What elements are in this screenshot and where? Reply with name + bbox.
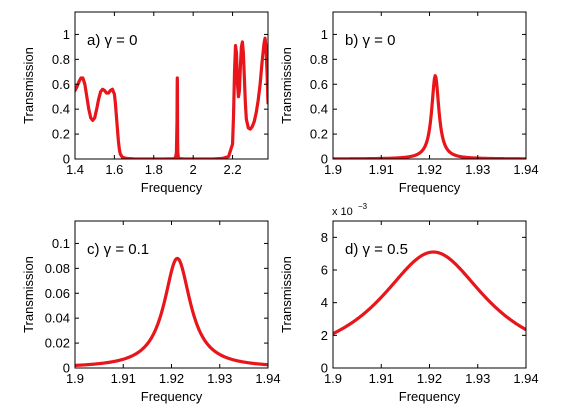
y-tick-label: 0.06 bbox=[45, 286, 70, 301]
panel-label: c) γ = 0.1 bbox=[87, 241, 149, 258]
x-tick-label: 1.91 bbox=[369, 162, 394, 177]
axes-frame bbox=[74, 11, 269, 160]
y-tick-label: 0.2 bbox=[310, 127, 328, 142]
exponent-label: x 10 bbox=[332, 206, 353, 218]
y-tick-label: 0.2 bbox=[52, 127, 70, 142]
x-tick-label: 2 bbox=[190, 162, 197, 177]
y-tick-label: 8 bbox=[321, 230, 328, 245]
x-axis-label: Frequency bbox=[141, 180, 203, 195]
y-tick-label: 0.4 bbox=[52, 102, 70, 117]
panel-label: d) γ = 0.5 bbox=[345, 241, 408, 258]
y-tick-label: 0 bbox=[63, 361, 70, 376]
x-tick-label: 1.94 bbox=[255, 371, 280, 386]
panel-label: b) γ = 0 bbox=[345, 32, 395, 49]
transmission-curve bbox=[75, 256, 268, 368]
y-tick-label: 0.02 bbox=[45, 336, 70, 351]
y-tick-label: 0.08 bbox=[45, 261, 70, 276]
transmission-curve bbox=[75, 36, 268, 159]
panel-c: 1.9 1.91 1.92 1.93 1.94 0 0.02 0.04 0.06 0.08 0.1 F… bbox=[21, 220, 281, 404]
x-tick-label: 1.94 bbox=[513, 162, 538, 177]
panel-label: a) γ = 0 bbox=[87, 32, 137, 49]
x-tick-label: 1.9 bbox=[66, 371, 84, 386]
x-tick-label: 1.92 bbox=[417, 371, 442, 386]
x-tick-label: 2.2 bbox=[224, 162, 242, 177]
panel-a: 1.4 1.6 1.8 2 2.2 0 0.2 0.4 0.6 0.8 1 Frequency Tran… bbox=[21, 11, 269, 195]
panel-b: 1.9 1.91 1.92 1.93 1.94 0 0.2 0.4 0.6 0.8 1 Frequen… bbox=[279, 11, 539, 195]
exponent-power: −3 bbox=[358, 202, 368, 211]
x-tick-label: 1.93 bbox=[465, 371, 490, 386]
y-tick-label: 0.1 bbox=[52, 236, 70, 251]
y-tick-label: 0 bbox=[63, 152, 70, 167]
y-tick-label: 0.04 bbox=[45, 311, 70, 326]
y-tick-label: 2 bbox=[321, 328, 328, 343]
y-tick-label: 1 bbox=[63, 27, 70, 42]
transmission-curve bbox=[333, 74, 526, 159]
x-tick-label: 1.4 bbox=[66, 162, 84, 177]
y-tick-label: 0.6 bbox=[52, 77, 70, 92]
x-tick-label: 1.93 bbox=[207, 371, 232, 386]
x-axis-label: Frequency bbox=[399, 389, 461, 404]
x-tick-label: 1.92 bbox=[159, 371, 184, 386]
y-tick-label: 0.8 bbox=[52, 52, 70, 67]
y-axis-label: Transmission bbox=[21, 47, 36, 124]
x-tick-label: 1.92 bbox=[417, 162, 442, 177]
y-tick-label: 6 bbox=[321, 263, 328, 278]
x-tick-label: 1.6 bbox=[105, 162, 123, 177]
x-tick-label: 1.8 bbox=[145, 162, 163, 177]
y-axis-label: Transmission bbox=[279, 256, 294, 333]
x-tick-label: 1.91 bbox=[111, 371, 136, 386]
transmission-curve bbox=[333, 250, 526, 336]
y-tick-label: 1 bbox=[321, 27, 328, 42]
x-tick-label: 1.9 bbox=[324, 162, 342, 177]
x-tick-label: 1.94 bbox=[513, 371, 538, 386]
y-axis-label: Transmission bbox=[279, 47, 294, 124]
x-tick-label: 1.93 bbox=[465, 162, 490, 177]
panel-d: 1.9 1.91 1.92 1.93 1.94 0 2 4 6 8 Frequency Transmi… bbox=[279, 202, 539, 404]
x-tick-label: 1.9 bbox=[324, 371, 342, 386]
y-tick-label: 0.4 bbox=[310, 102, 328, 117]
y-tick-label: 0 bbox=[321, 361, 328, 376]
x-tick-label: 1.91 bbox=[369, 371, 394, 386]
y-tick-label: 4 bbox=[321, 295, 328, 310]
x-axis-label: Frequency bbox=[399, 180, 461, 195]
y-axis-label: Transmission bbox=[21, 256, 36, 333]
y-tick-label: 0 bbox=[321, 152, 328, 167]
x-axis-label: Frequency bbox=[141, 389, 203, 404]
y-tick-label: 0.6 bbox=[310, 77, 328, 92]
y-tick-label: 0.8 bbox=[310, 52, 328, 67]
